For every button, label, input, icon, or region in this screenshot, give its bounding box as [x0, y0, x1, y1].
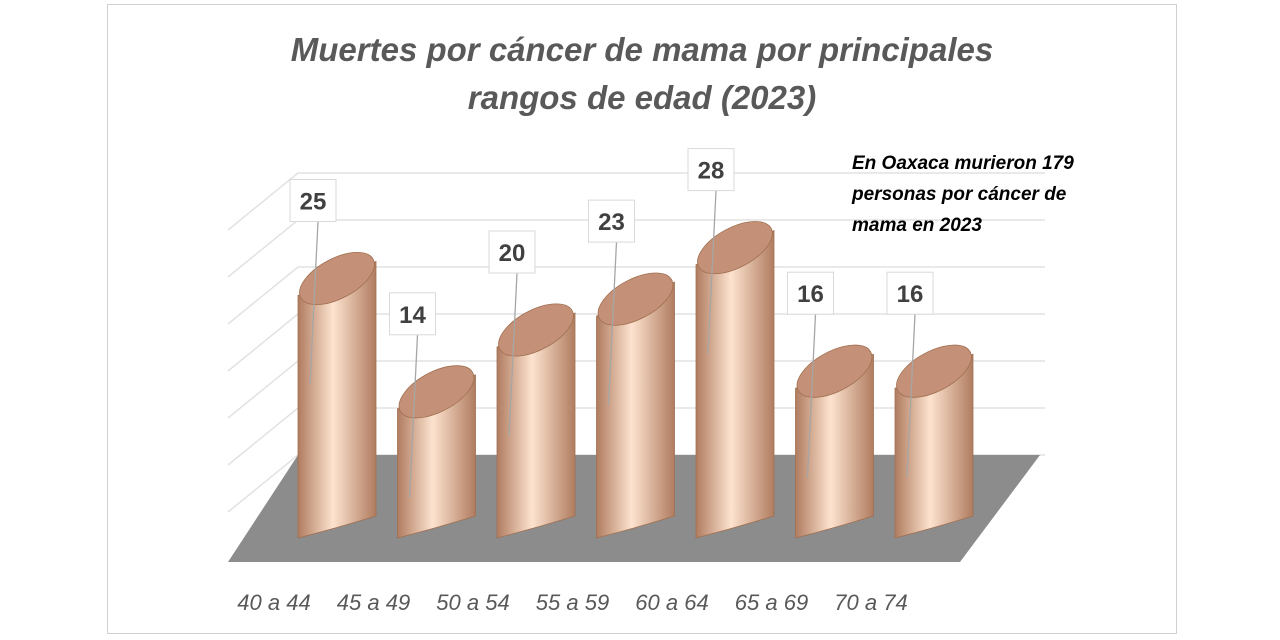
leader-line [309, 221, 319, 385]
value-label-box [687, 148, 735, 192]
grid-side-line [227, 407, 299, 466]
value-label-box [289, 179, 337, 222]
x-tick-label: 70 a 74 [834, 590, 907, 615]
value-label: 23 [598, 209, 625, 236]
bar-top [498, 303, 574, 357]
bar-body [795, 353, 874, 539]
bar-top [896, 344, 972, 398]
bar-top [597, 272, 674, 326]
leader-line [707, 190, 717, 354]
leader-line [508, 272, 518, 437]
value-label-box [488, 230, 536, 274]
annotation-line-1: En Oaxaca murieron 179 [852, 153, 1074, 174]
value-label-box [787, 271, 834, 315]
chart-title-line-2: rangos de edad (2023) [467, 79, 817, 116]
bar-body [496, 312, 576, 539]
bar-top [398, 365, 475, 419]
bar: 28 [687, 148, 775, 539]
grid-side-line [227, 360, 299, 419]
chart-annotation: En Oaxaca murieron 179 personas por cánc… [852, 148, 1172, 241]
bar: 16 [886, 271, 974, 539]
grid-side-line [227, 266, 299, 325]
bar-body [894, 353, 974, 539]
x-tick-label: 40 a 44 [237, 590, 310, 615]
grid-side-line [227, 172, 299, 231]
bar-top [796, 344, 873, 398]
x-axis-labels: 40 a 44 45 a 49 50 a 54 55 a 59 60 a 64 65 a … [237, 590, 907, 615]
chart-title-line-1: Muertes por cáncer de mama por principal… [290, 31, 994, 68]
value-label-box [389, 292, 436, 336]
bar-body [596, 281, 675, 539]
leader-line [806, 314, 817, 478]
x-tick-label: 45 a 49 [337, 590, 410, 615]
value-label: 16 [797, 281, 824, 308]
leader-line [906, 314, 916, 478]
leader-line [408, 334, 419, 498]
bar-top [299, 251, 375, 306]
value-label: 16 [897, 281, 924, 308]
x-tick-label: 50 a 54 [436, 590, 509, 615]
annotation-line-2: personas por cáncer de [852, 184, 1067, 205]
x-tick-label: 65 a 69 [735, 590, 808, 615]
bar-body [695, 229, 775, 539]
leader-line [607, 242, 618, 406]
value-label: 28 [698, 158, 725, 185]
bar: 16 [787, 271, 874, 539]
annotation-line-3: mama en 2023 [852, 215, 982, 236]
bar: 25 [289, 179, 377, 539]
grid-side-line [227, 313, 299, 372]
value-label: 14 [399, 302, 426, 329]
chart-title: Muertes por cáncer de mama por principal… [107, 26, 1177, 122]
bar-top [697, 221, 773, 275]
bars: 25 14 20 23 28 16 16 [289, 148, 974, 539]
bar: 23 [588, 199, 675, 539]
bar-body [297, 260, 377, 539]
value-label-box [588, 199, 635, 243]
grid-side-line [227, 219, 299, 278]
bar: 14 [389, 292, 476, 539]
x-tick-label: 55 a 59 [536, 590, 609, 615]
bar: 20 [488, 230, 576, 539]
grid-side-line [227, 454, 299, 513]
value-label-box [886, 271, 934, 315]
value-label: 25 [300, 189, 327, 216]
x-tick-label: 60 a 64 [635, 590, 708, 615]
value-label: 20 [499, 240, 526, 267]
